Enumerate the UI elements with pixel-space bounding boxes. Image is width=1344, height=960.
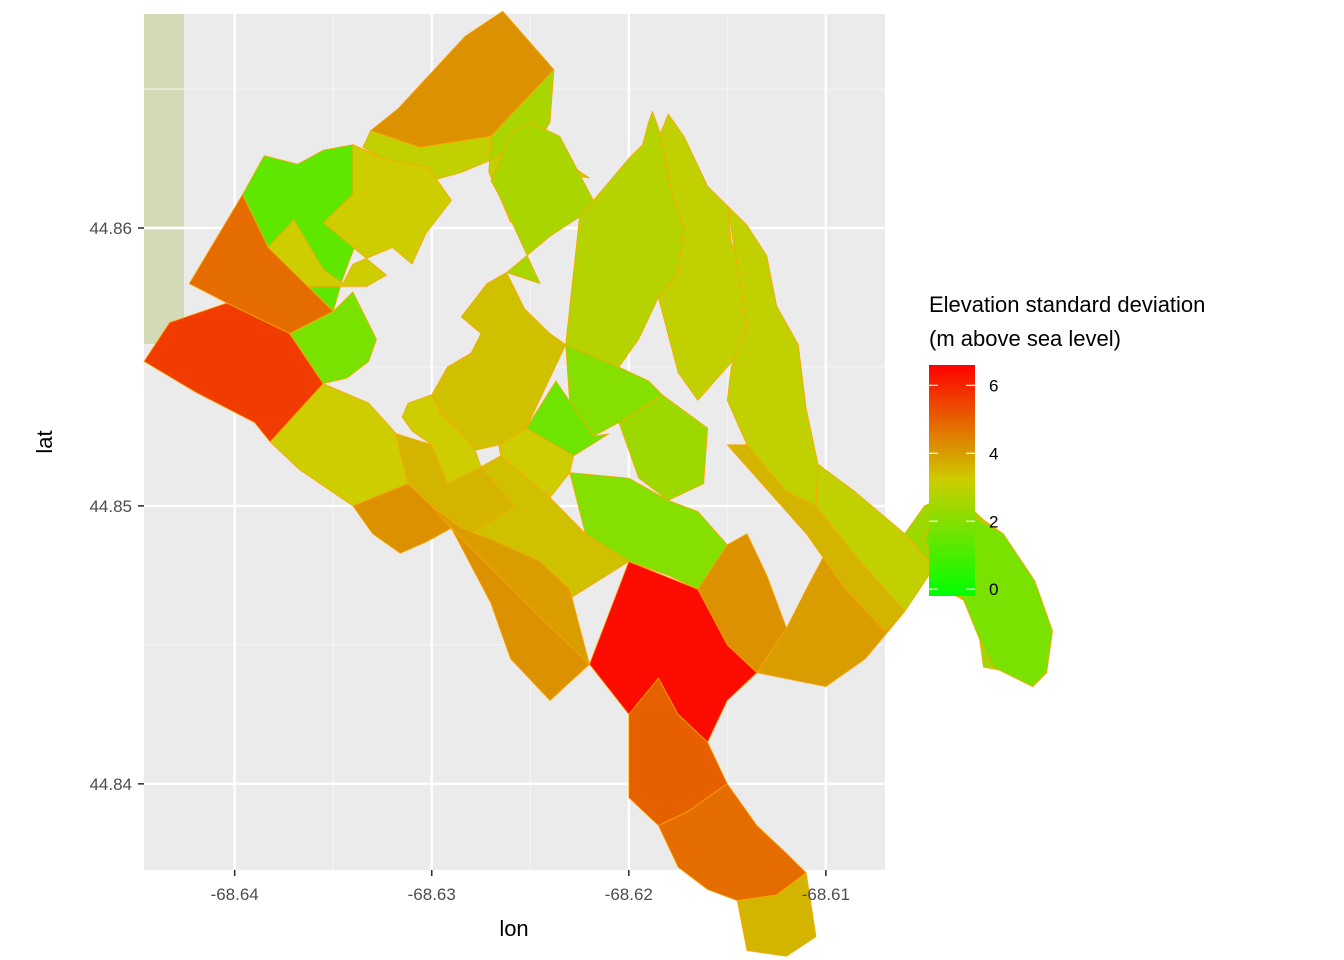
basemap-strip [144,14,184,344]
y-tick-label: 44.85 [89,497,132,516]
x-tick-label: -68.62 [605,885,653,904]
map-region-15: 3 [658,113,768,401]
map-region-12: 3.4 [431,272,567,451]
x-tick-label: -68.64 [211,885,259,904]
map-region-23: 4.2 [450,527,590,701]
map-region-4: 3.2 [267,144,452,287]
legend-colorbar [929,365,975,596]
map-region-7: 1.8 [289,291,377,385]
legend: Elevation standard deviation (m above se… [929,292,1205,599]
y-tick-label: 44.84 [89,775,132,794]
x-axis-title: lon [499,916,528,941]
x-tick-label: -68.61 [802,885,850,904]
legend-title-line-1: Elevation standard deviation [929,292,1205,317]
legend-tick-label: 2 [989,512,998,531]
y-axis-title: lat [32,430,57,453]
map-region-21: 3.4 [450,455,630,618]
y-axis: 44.84 44.85 44.86 [89,219,144,794]
legend-tick-label: 0 [989,580,998,599]
legend-tick-label: 4 [989,444,998,463]
map-region-24: 2 [569,472,728,590]
x-tick-label: -68.63 [408,885,456,904]
legend-ticks: 0 2 4 6 [929,376,998,599]
map-region-20: 2.4 [618,394,708,501]
y-tick-label: 44.86 [89,219,132,238]
legend-tick-label: 6 [989,376,998,395]
map-region-35: 3.6 [736,872,817,957]
map-region-18: 1.6 [525,380,610,457]
legend-title-line-2: (m above sea level) [929,326,1121,351]
map-regions: 4.22.631.43.24.85.61.83.24.23.63.23.42.6… [143,10,1053,957]
x-axis: -68.64 -68.63 -68.62 -68.61 [211,870,850,904]
